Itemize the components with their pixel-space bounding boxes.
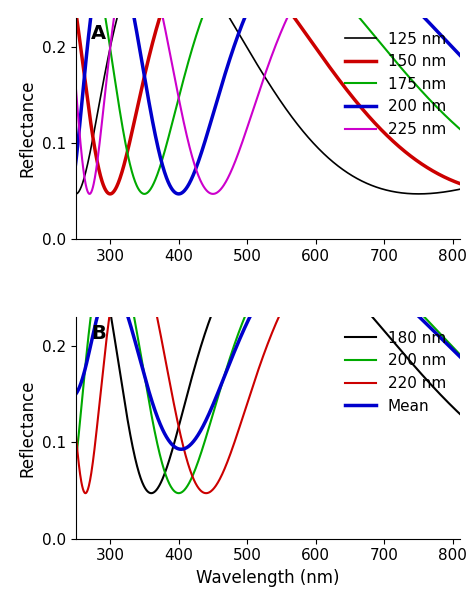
Mean xyxy=(377,278,383,285)
Text: B: B xyxy=(91,324,106,343)
X-axis label: Wavelength (nm): Wavelength (nm) xyxy=(196,569,339,587)
Line: 200 nm: 200 nm xyxy=(69,241,466,493)
125 nm xyxy=(66,178,72,185)
Legend: 180 nm, 200 nm, 220 nm, Mean: 180 nm, 200 nm, 220 nm, Mean xyxy=(339,324,452,420)
Line: 125 nm: 125 nm xyxy=(69,0,466,194)
200 nm xyxy=(227,355,233,362)
180 nm xyxy=(377,322,383,329)
175 nm xyxy=(107,41,112,48)
Mean xyxy=(228,358,233,365)
200 nm xyxy=(66,191,72,198)
200 nm xyxy=(241,315,247,322)
Mean xyxy=(464,359,469,366)
175 nm xyxy=(464,131,469,139)
125 nm xyxy=(377,185,383,192)
Mean xyxy=(178,446,184,453)
Line: 225 nm: 225 nm xyxy=(69,0,466,194)
200 nm xyxy=(107,238,112,245)
Y-axis label: Reflectance: Reflectance xyxy=(18,80,36,178)
150 nm xyxy=(107,190,112,197)
Mean xyxy=(107,285,112,292)
200 nm xyxy=(377,270,383,277)
175 nm xyxy=(340,0,346,2)
Line: 150 nm: 150 nm xyxy=(69,0,466,194)
180 nm xyxy=(340,281,346,288)
125 nm xyxy=(339,166,345,173)
180 nm xyxy=(148,490,154,497)
125 nm xyxy=(242,40,247,47)
180 nm xyxy=(384,330,390,337)
Line: 220 nm: 220 nm xyxy=(69,241,466,493)
125 nm xyxy=(228,15,233,22)
175 nm xyxy=(141,191,147,198)
220 nm xyxy=(340,240,346,247)
Mean xyxy=(316,250,321,257)
200 nm xyxy=(384,276,390,283)
200 nm xyxy=(227,56,233,63)
125 nm xyxy=(384,186,390,194)
175 nm xyxy=(384,47,390,54)
125 nm xyxy=(107,47,112,54)
225 nm xyxy=(228,170,233,177)
150 nm xyxy=(340,81,346,88)
180 nm xyxy=(107,304,112,311)
175 nm xyxy=(377,39,383,46)
225 nm xyxy=(107,49,112,56)
180 nm xyxy=(272,237,278,244)
150 nm xyxy=(384,132,390,139)
Line: 180 nm: 180 nm xyxy=(69,241,466,493)
220 nm xyxy=(242,407,248,414)
Legend: 125 nm, 150 nm, 175 nm, 200 nm, 225 nm: 125 nm, 150 nm, 175 nm, 200 nm, 225 nm xyxy=(339,25,452,143)
200 nm xyxy=(464,358,469,365)
200 nm xyxy=(241,15,247,22)
Mean xyxy=(242,324,247,332)
200 nm xyxy=(313,237,319,244)
Line: 200 nm: 200 nm xyxy=(69,0,466,194)
125 nm xyxy=(416,191,421,198)
Line: Mean: Mean xyxy=(69,253,466,449)
180 nm xyxy=(242,252,247,259)
150 nm xyxy=(464,182,469,189)
150 nm xyxy=(377,125,383,132)
180 nm xyxy=(464,417,469,424)
200 nm xyxy=(66,490,72,497)
220 nm xyxy=(228,450,233,457)
220 nm xyxy=(377,242,383,249)
220 nm xyxy=(128,237,134,244)
200 nm xyxy=(339,244,345,252)
220 nm xyxy=(384,244,390,252)
220 nm xyxy=(203,490,209,497)
175 nm xyxy=(66,0,72,7)
225 nm xyxy=(242,132,247,139)
225 nm xyxy=(66,0,72,7)
Y-axis label: Reflectance: Reflectance xyxy=(18,379,36,477)
Mean xyxy=(66,392,72,400)
220 nm xyxy=(66,343,72,350)
150 nm xyxy=(107,191,113,198)
Text: A: A xyxy=(91,24,106,43)
180 nm xyxy=(228,271,233,278)
200 nm xyxy=(464,59,469,66)
125 nm xyxy=(464,184,469,191)
220 nm xyxy=(107,311,112,318)
Line: 175 nm: 175 nm xyxy=(69,0,466,194)
Mean xyxy=(340,255,346,262)
220 nm xyxy=(464,304,469,311)
225 nm xyxy=(210,191,216,198)
180 nm xyxy=(66,343,72,350)
Mean xyxy=(384,284,390,291)
